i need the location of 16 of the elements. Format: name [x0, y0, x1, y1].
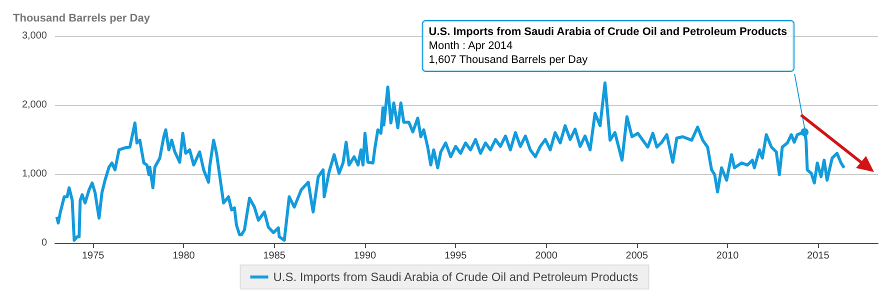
x-tick-label: 1980: [172, 250, 196, 262]
annotation: U.S. Imports from Saudi Arabia of Crude Oil and Petroleum Products Month : Apr 2014 1,607 Thousand Barrels per Day: [428, 26, 788, 66]
y-tick-label: 0: [41, 238, 48, 248]
y-axis-title: Thousand Barrels per Day: [13, 12, 151, 24]
x-tick-label: 1995: [444, 250, 468, 262]
legend-label: U.S. Imports from Saudi Arabia of Crude Oil and Petroleum Products: [273, 270, 638, 284]
x-tick-label: 2015: [807, 250, 830, 262]
x-tick-label: 1975: [82, 250, 105, 262]
x-tick-label: 1990: [354, 250, 377, 262]
x-tick-label: 1985: [263, 250, 286, 262]
x-tick-label: 2010: [716, 250, 740, 262]
y-tick-label: 2,000: [22, 100, 48, 110]
y-tick-label: 3,000: [22, 30, 48, 42]
x-tick-label: 2000: [535, 250, 558, 262]
x-tick-label: 2005: [626, 250, 648, 262]
y-tick-label: 1,000: [22, 168, 48, 180]
